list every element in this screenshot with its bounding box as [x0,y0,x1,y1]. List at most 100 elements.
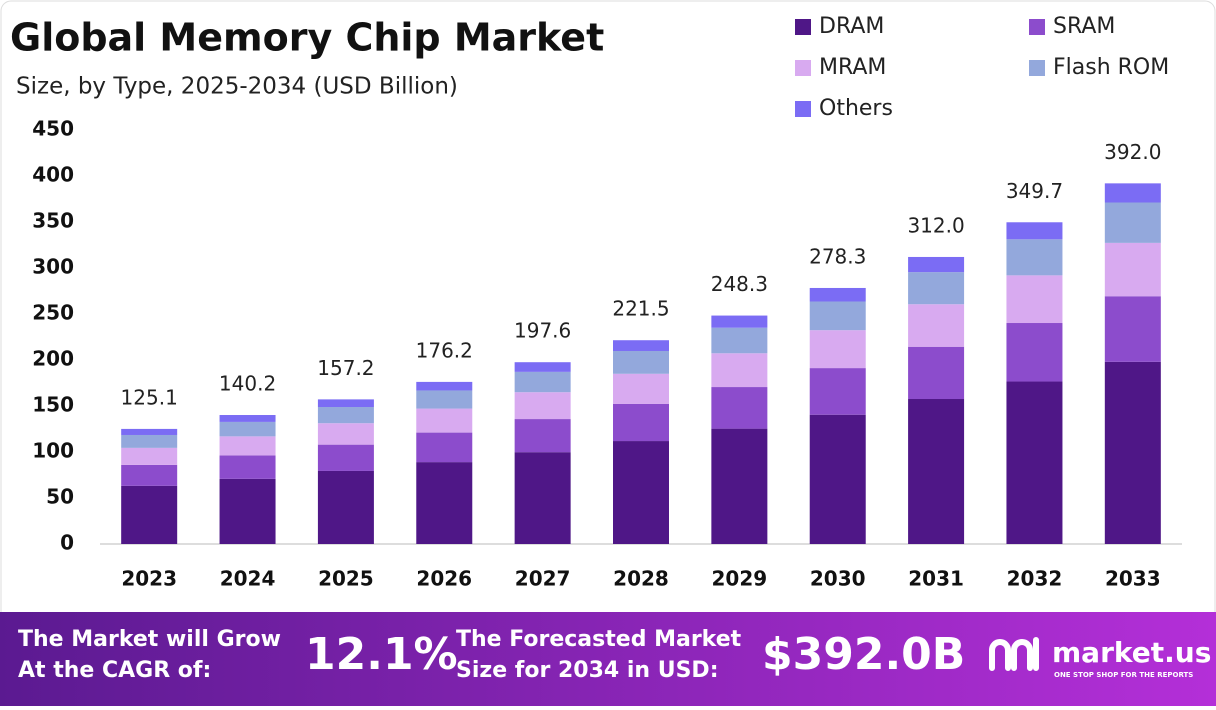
brand: market.us [1052,636,1211,669]
y-tick-label: 200 [32,347,74,371]
x-tick-label: 2031 [908,567,964,591]
bar-segment [121,434,178,448]
bar-segment [711,327,768,354]
forecast-text: The Forecasted Market [456,627,742,652]
legend-swatch [1029,19,1045,35]
bar-segment [908,399,965,544]
bar-segment [121,464,178,486]
legend-swatch [795,60,811,76]
total-label: 312.0 [907,213,964,237]
bar-segment [711,315,768,328]
bar-segment [809,301,866,331]
bar-segment [1104,202,1161,243]
legend-label: SRAM [1053,14,1115,39]
chart-subtitle: Size, by Type, 2025-2034 (USD Billion) [16,74,458,100]
legend-swatch [795,101,811,117]
bar-segment [317,423,374,445]
bar-segment [908,272,965,305]
bar-segment [514,452,571,544]
legend-label: MRAM [819,55,886,80]
bar-segment [514,392,571,420]
total-label: 349.7 [1006,179,1063,203]
bar-segment [711,387,768,429]
forecast-text: Size for 2034 in USD: [456,658,719,683]
bar-segment [121,485,178,544]
y-tick-label: 100 [32,439,74,463]
bar-segment [613,403,669,442]
bar-segment [514,362,571,372]
x-tick-label: 2023 [121,567,177,591]
bar-segment [809,287,866,302]
bar-segment [416,408,473,433]
y-tick-label: 400 [32,163,74,187]
bar-segment [1006,239,1063,276]
bar-segment [1006,275,1063,324]
bar-segment [514,419,571,453]
legend-label: DRAM [819,14,884,39]
total-label: 197.6 [514,319,571,343]
x-tick-label: 2033 [1105,567,1161,591]
bar-segment [1006,222,1063,240]
x-tick-label: 2032 [1007,567,1063,591]
total-label: 278.3 [809,244,866,268]
bar-segment [711,428,768,544]
bar-segment [514,371,571,393]
bar-segment [908,346,965,400]
legend-label: Others [819,96,893,121]
tagline: ONE STOP SHOP FOR THE REPORTS [1054,671,1193,679]
bar-segment [219,478,276,544]
bar-segment [1104,242,1161,297]
bar-segment [317,399,374,408]
bar-segment [121,428,178,435]
bar-segment [317,444,374,471]
bar-segment [809,414,866,544]
total-label: 176.2 [416,338,473,362]
x-tick-label: 2027 [515,567,571,591]
total-label: 140.2 [219,372,276,396]
bar-segment [219,421,276,437]
y-tick-label: 300 [32,255,74,279]
total-label: 125.1 [121,385,178,409]
cagr-text: The Market will Grow [18,627,281,652]
y-tick-label: 250 [32,301,74,325]
cagr-text: At the CAGR of: [18,658,211,683]
bar-segment [416,381,473,391]
total-label: 392.0 [1104,140,1161,164]
x-tick-label: 2026 [416,567,472,591]
forecast-value: $392.0B [762,629,965,680]
bar-segment [317,407,374,424]
bar-segment [1006,323,1063,382]
bar-segment [908,256,965,273]
bar-segment [613,340,669,351]
y-tick-label: 50 [46,485,74,509]
bar-segment [219,455,276,479]
bar-segment [219,436,276,456]
bar-segment [416,432,473,463]
bar-segment [1104,296,1161,362]
total-label: 157.2 [317,356,374,380]
bar-segment [317,470,374,544]
y-tick-label: 450 [32,117,74,141]
bar-segment [1006,381,1063,544]
bar-segment [908,304,965,347]
y-tick-label: 150 [32,393,74,417]
x-tick-label: 2028 [613,567,669,591]
bar-segment [613,441,669,544]
bar-segment [613,373,669,404]
bar-segment [711,353,768,388]
bar-segment [809,330,866,369]
y-tick-label: 0 [60,531,74,555]
bar-segment [416,462,473,544]
total-label: 248.3 [711,272,768,296]
bar-segment [809,368,866,415]
chart-title: Global Memory Chip Market [10,16,604,60]
legend-swatch [795,19,811,35]
bar-segment [121,447,178,465]
bar-segment [1104,183,1161,203]
x-tick-label: 2025 [318,567,374,591]
legend-label: Flash ROM [1053,55,1169,80]
cagr-value: 12.1% [305,629,458,680]
logo [989,637,1039,671]
